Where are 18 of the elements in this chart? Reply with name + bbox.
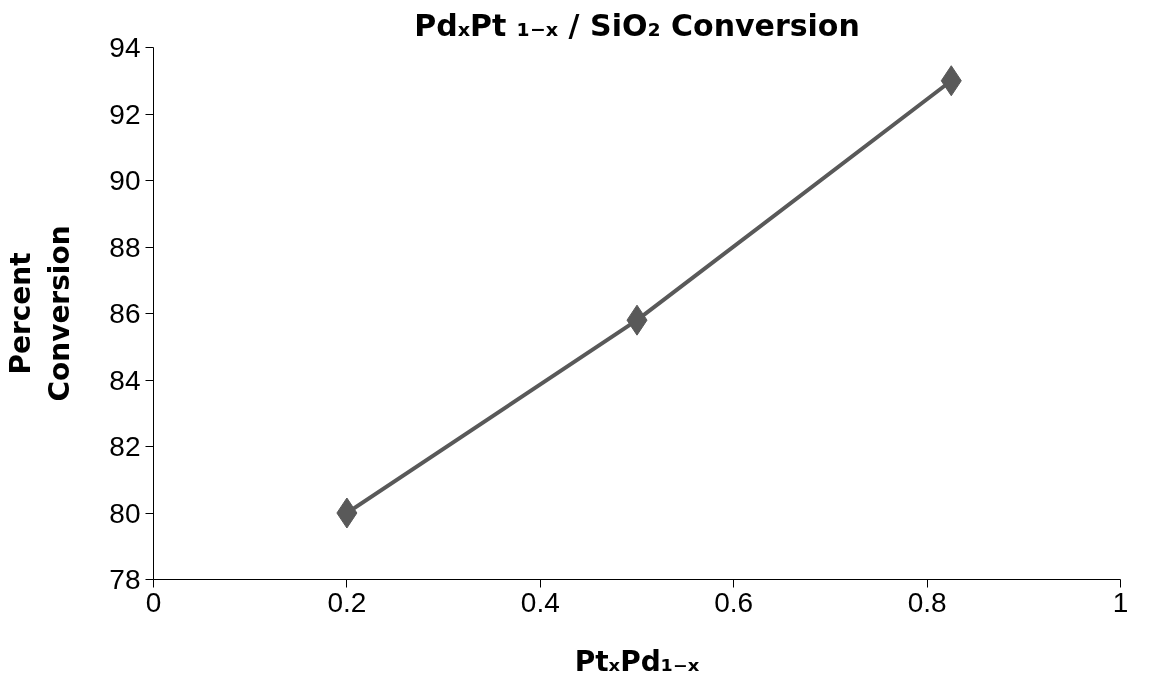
y-tick-label: 84 <box>109 364 141 396</box>
y-tick-label: 92 <box>109 98 141 130</box>
y-tick-label: 78 <box>109 564 141 595</box>
y-tick-label: 94 <box>109 32 141 63</box>
y-tick-label: 80 <box>109 497 141 529</box>
y-tick-label: 88 <box>109 231 141 263</box>
x-tick-label: 1 <box>1112 586 1129 618</box>
x-tick-label: 0 <box>145 586 162 618</box>
y-tick-label: 82 <box>109 431 141 462</box>
chart-title: PdₓPt ₁₋ₓ / SiO₂ Conversion <box>414 7 860 43</box>
x-tick-label: 0.6 <box>714 586 754 618</box>
x-tick-label: 0.4 <box>520 586 560 618</box>
y-tick-label: 86 <box>109 298 141 329</box>
x-tick-label: 0.2 <box>327 586 367 618</box>
x-tick-label: 0.8 <box>907 586 947 618</box>
y-axis-title: Percent Conversion <box>3 225 77 402</box>
x-axis-title: PtₓPd₁₋ₓ <box>574 644 700 678</box>
y-tick-label: 90 <box>109 165 141 196</box>
